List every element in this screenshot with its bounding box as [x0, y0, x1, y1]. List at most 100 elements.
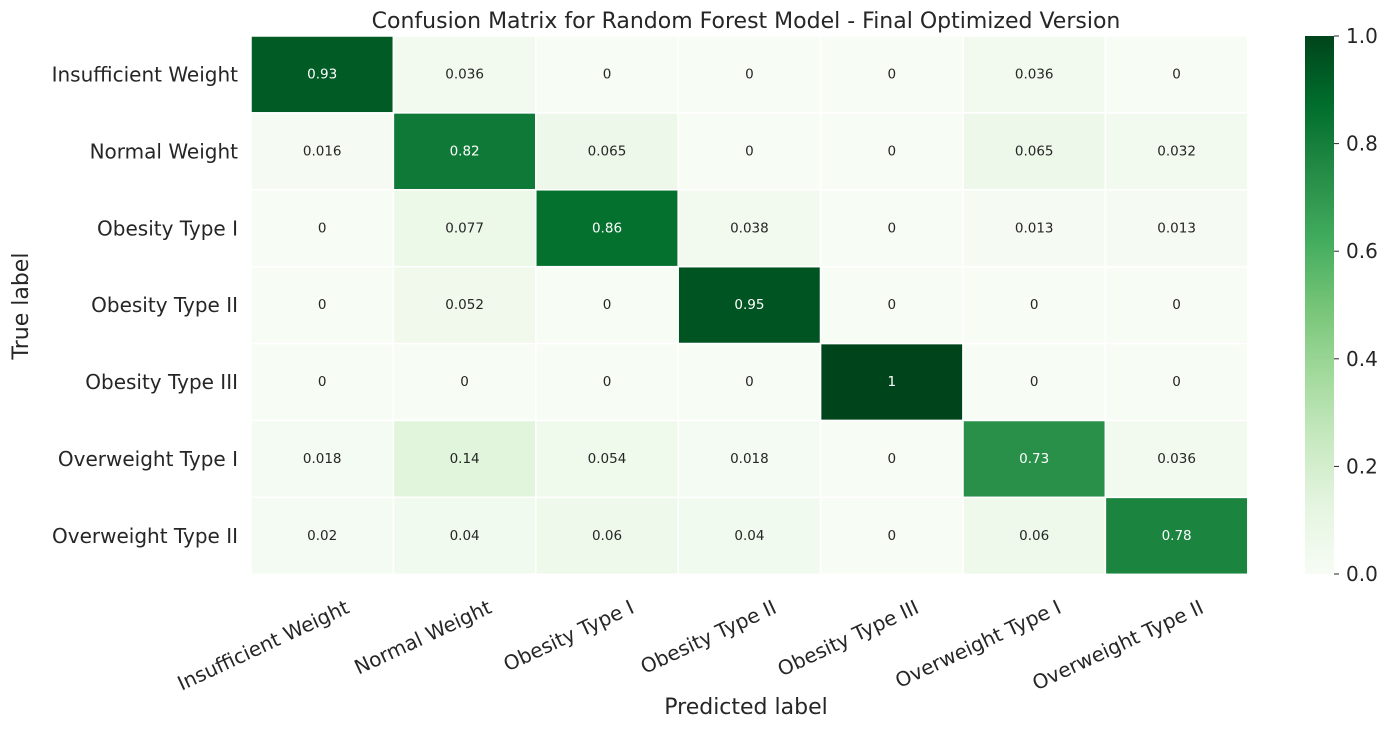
heatmap-cell — [677, 189, 822, 268]
heatmap-cell — [819, 112, 964, 191]
cell-value-label: 0.018 — [730, 451, 769, 467]
cell-value-label: 0.065 — [588, 143, 627, 159]
heatmap-cell — [535, 189, 679, 268]
cell-value-label: 0.052 — [445, 297, 484, 313]
y-tick-label: Insufficient Weight — [52, 62, 239, 86]
heatmap-cell — [535, 496, 679, 576]
y-axis-label: True label — [9, 253, 34, 361]
cell-value-label: 0.065 — [1015, 143, 1054, 159]
cell-value-label: 0.93 — [307, 66, 337, 82]
cell-value-label: 0.04 — [734, 528, 764, 544]
cell-value-label: 0 — [318, 220, 327, 236]
cell-value-label: 0 — [888, 297, 897, 313]
cell-value-label: 0 — [1172, 66, 1181, 82]
cell-value-label: 0.73 — [1019, 451, 1049, 467]
heatmap-cell — [250, 342, 395, 422]
cell-value-label: 0 — [318, 374, 327, 390]
heatmap-cell — [250, 419, 395, 499]
heatmap-cell — [535, 35, 679, 114]
heatmap-cell — [1104, 189, 1249, 268]
cell-value-label: 0 — [888, 528, 897, 544]
y-tick-label: Overweight Type II — [52, 524, 238, 548]
heatmap-cell — [392, 419, 537, 499]
cell-value-label: 0 — [1030, 374, 1039, 390]
heatmap-cell — [677, 35, 822, 114]
cell-value-label: 0 — [745, 66, 754, 82]
heatmap-cell — [392, 265, 537, 345]
cell-value-label: 0.016 — [303, 143, 342, 159]
cell-value-label: 0 — [460, 374, 469, 390]
cell-value-label: 0.06 — [592, 528, 622, 544]
cell-value-label: 0.82 — [450, 143, 480, 159]
cell-value-label: 0.036 — [445, 66, 484, 82]
cell-value-label: 0 — [603, 374, 612, 390]
y-tick-label: Normal Weight — [90, 139, 239, 163]
colorbar-gradient — [1305, 36, 1334, 574]
colorbar: 0.0 0.2 0.4 0.6 0.8 1.0 — [1305, 24, 1378, 586]
heatmap-cell — [1104, 265, 1249, 345]
cell-value-label: 0 — [603, 297, 612, 313]
cell-value-label: 0 — [888, 220, 897, 236]
cell-value-label: 0.86 — [592, 220, 622, 236]
cell-value-label: 0 — [603, 66, 612, 82]
colorbar-tick-label: 0.8 — [1346, 132, 1378, 156]
heatmap-cell — [535, 112, 679, 191]
x-tick-label: Obesity Type I — [500, 595, 638, 676]
heatmap-cell — [535, 342, 679, 422]
cell-value-label: 0 — [888, 451, 897, 467]
cell-value-label: 0.14 — [450, 451, 480, 467]
cell-value-label: 0 — [745, 374, 754, 390]
cell-value-label: 0.06 — [1019, 528, 1049, 544]
heatmap-cell — [1104, 496, 1249, 576]
cell-value-label: 1 — [888, 374, 897, 390]
cell-value-label: 0 — [1172, 297, 1181, 313]
heatmap-cell — [677, 419, 822, 499]
x-axis-label: Predicted label — [664, 695, 827, 720]
cell-value-label: 0.02 — [307, 528, 337, 544]
cell-value-label: 0 — [1172, 374, 1181, 390]
colorbar-ticks: 0.0 0.2 0.4 0.6 0.8 1.0 — [1334, 24, 1378, 586]
y-tick-label: Obesity Type I — [97, 216, 238, 240]
heatmap-cell — [535, 419, 679, 499]
x-tick-label: Obesity Type II — [637, 595, 780, 679]
heatmap-cell — [962, 189, 1107, 268]
colorbar-tick-label: 0.0 — [1346, 562, 1378, 586]
colorbar-tick-label: 1.0 — [1346, 24, 1378, 48]
heatmap-cell — [250, 35, 395, 114]
cell-value-label: 0 — [318, 297, 327, 313]
cell-value-label: 0.054 — [588, 451, 627, 467]
heatmap-cell — [819, 419, 964, 499]
x-tick-label: Insufficient Weight — [174, 595, 353, 696]
cell-value-label: 0.032 — [1157, 143, 1196, 159]
cell-value-label: 0.013 — [1157, 220, 1196, 236]
y-tick-labels: Insufficient Weight Normal Weight Obesity … — [52, 62, 239, 547]
heatmap-cell — [250, 112, 395, 191]
cell-value-label: 0 — [745, 143, 754, 159]
heatmap-cell — [819, 189, 964, 268]
colorbar-tick-label: 0.4 — [1346, 347, 1378, 371]
cell-value-label: 0.018 — [303, 451, 342, 467]
heatmap-cell — [250, 265, 395, 345]
cell-value-label: 0.013 — [1015, 220, 1054, 236]
heatmap-cell — [819, 496, 964, 576]
heatmap-cell — [1104, 419, 1249, 499]
heatmap-cell — [392, 35, 537, 114]
heatmap-cell — [677, 496, 822, 576]
cell-value-label: 0.038 — [730, 220, 769, 236]
y-tick-label: Obesity Type II — [91, 293, 238, 317]
y-tick-label: Overweight Type I — [58, 447, 238, 471]
cell-value-label: 0.78 — [1162, 528, 1192, 544]
heatmap-cell — [677, 265, 822, 345]
cell-value-label: 0.04 — [450, 528, 480, 544]
heatmap-cell — [392, 189, 537, 268]
cell-value-label: 0.036 — [1157, 451, 1196, 467]
colorbar-tick-label: 0.2 — [1346, 454, 1378, 478]
cell-value-label: 0 — [888, 143, 897, 159]
heatmap-cell — [1104, 112, 1249, 191]
cell-value-label: 0.077 — [445, 220, 484, 236]
chart-title: Confusion Matrix for Random Forest Model… — [372, 9, 1121, 34]
cell-value-label: 0 — [888, 66, 897, 82]
cell-value-label: 0 — [1030, 297, 1039, 313]
heatmap-cell — [962, 496, 1107, 576]
